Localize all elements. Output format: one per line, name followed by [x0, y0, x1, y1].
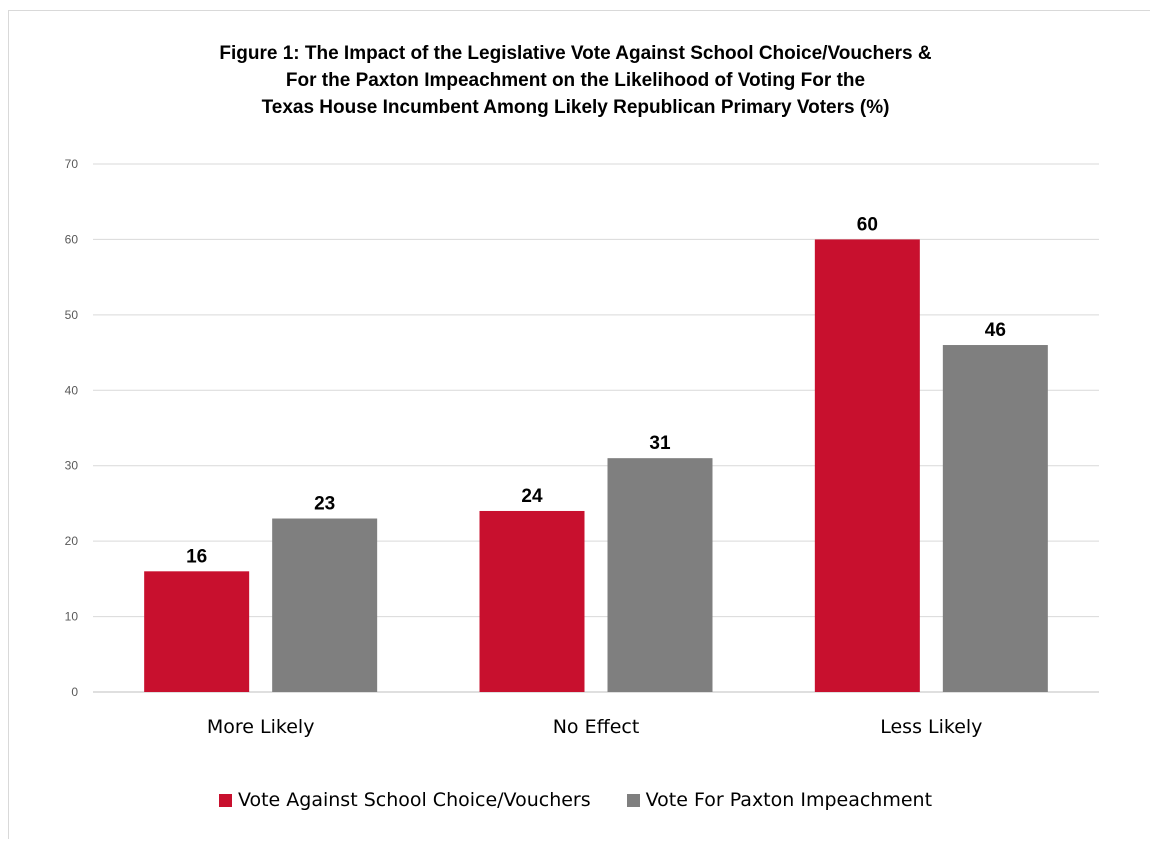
bar-no-effect-series-2 [607, 458, 713, 692]
bar-no-effect-series-1 [479, 510, 585, 692]
data-label-no-effect-series-2: 31 [649, 433, 671, 454]
x-tick-label-more-likely: More Likely [207, 716, 315, 738]
data-label-more-likely-series-1: 16 [186, 546, 207, 567]
chart-legend: Vote Against School Choice/Vouchers Vote… [0, 789, 1151, 811]
y-tick-label-60: 60 [65, 232, 79, 246]
data-label-no-effect-series-1: 24 [521, 486, 543, 507]
chart-title: Figure 1: The Impact of the Legislative … [0, 40, 1151, 121]
legend-item-series-1: Vote Against School Choice/Vouchers [218, 789, 591, 811]
y-tick-label-70: 70 [65, 157, 79, 171]
bar-more-likely-series-2 [272, 518, 378, 692]
data-label-less-likely-series-1: 60 [857, 214, 878, 235]
y-tick-label-0: 0 [71, 685, 78, 699]
chart-frame [8, 10, 1150, 839]
y-tick-label-20: 20 [65, 534, 79, 548]
bar-less-likely-series-1 [814, 239, 920, 692]
data-label-less-likely-series-2: 46 [985, 320, 1006, 341]
x-tick-label-no-effect: No Effect [553, 716, 640, 738]
chart-title-line-1: Figure 1: The Impact of the Legislative … [219, 43, 932, 64]
legend-swatch-series-1 [218, 793, 232, 807]
bar-less-likely-series-2 [942, 345, 1048, 692]
bar-more-likely-series-1 [144, 571, 250, 692]
legend-label-series-1: Vote Against School Choice/Vouchers [237, 789, 591, 811]
chart-title-line-2: For the Paxton Impeachment on the Likeli… [285, 70, 866, 91]
y-tick-label-30: 30 [65, 459, 79, 473]
y-tick-label-50: 50 [65, 308, 79, 322]
data-label-more-likely-series-2: 23 [314, 494, 335, 515]
chart-title-line-3: Texas House Incumbent Among Likely Repub… [261, 97, 890, 118]
legend-label-series-2: Vote For Paxton Impeachment [645, 789, 933, 811]
y-tick-label-10: 10 [65, 610, 79, 624]
legend-item-series-2: Vote For Paxton Impeachment [626, 789, 933, 811]
legend-swatch-series-2 [626, 793, 640, 807]
x-tick-label-less-likely: Less Likely [880, 716, 982, 738]
y-tick-label-40: 40 [65, 383, 79, 397]
